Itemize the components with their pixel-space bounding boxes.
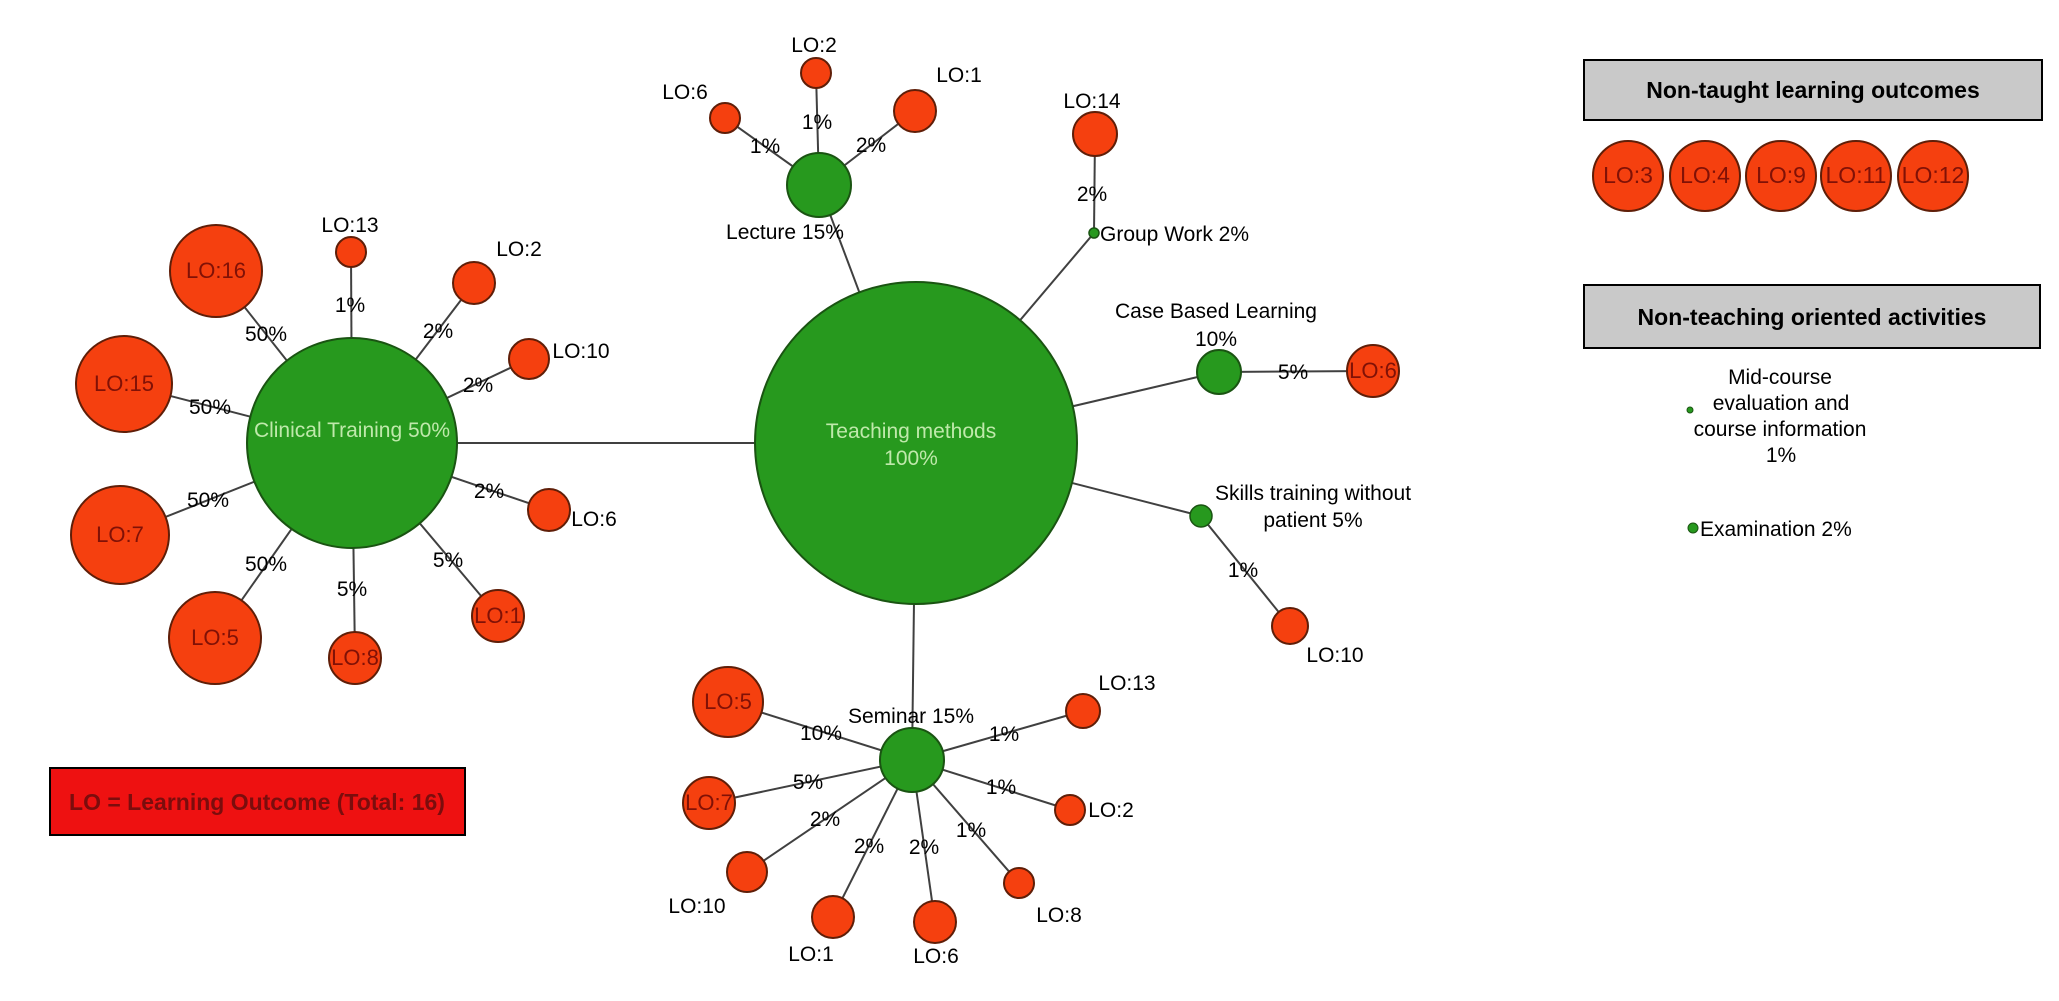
svg-text:1%: 1% (1766, 444, 1796, 467)
svg-text:patient 5%: patient 5% (1263, 509, 1362, 532)
svg-text:2%: 2% (856, 134, 886, 157)
svg-text:LO:7: LO:7 (685, 790, 733, 815)
svg-text:2%: 2% (463, 374, 493, 397)
svg-text:2%: 2% (810, 808, 840, 831)
svg-text:LO:8: LO:8 (1036, 904, 1082, 927)
svg-text:LO:1: LO:1 (474, 603, 522, 628)
svg-text:Skills training without: Skills training without (1215, 482, 1411, 505)
svg-text:LO:12: LO:12 (1902, 162, 1965, 188)
svg-text:50%: 50% (245, 553, 287, 576)
svg-text:LO:4: LO:4 (1680, 162, 1730, 188)
svg-text:1%: 1% (335, 294, 365, 317)
svg-text:LO:9: LO:9 (1756, 162, 1806, 188)
svg-text:LO:14: LO:14 (1063, 90, 1121, 113)
svg-text:2%: 2% (474, 480, 504, 503)
svg-text:2%: 2% (1077, 183, 1107, 206)
svg-text:1%: 1% (989, 723, 1019, 746)
svg-text:LO:6: LO:6 (571, 508, 617, 531)
svg-text:50%: 50% (187, 489, 229, 512)
svg-text:10%: 10% (1195, 328, 1237, 351)
svg-text:Teaching methods: Teaching methods (826, 420, 996, 443)
svg-text:LO:15: LO:15 (94, 371, 154, 396)
svg-text:LO = Learning Outcome (Total:: LO = Learning Outcome (Total: 16) (69, 789, 445, 815)
svg-text:LO:7: LO:7 (96, 522, 144, 547)
svg-text:evaluation and: evaluation and (1713, 392, 1850, 415)
svg-text:2%: 2% (423, 320, 453, 343)
svg-text:5%: 5% (1278, 361, 1308, 384)
svg-text:LO:2: LO:2 (1088, 799, 1134, 822)
svg-text:1%: 1% (986, 776, 1016, 799)
svg-text:LO:11: LO:11 (1826, 162, 1887, 188)
svg-text:Non-teaching oriented activiti: Non-teaching oriented activities (1638, 304, 1987, 330)
svg-text:Group Work 2%: Group Work 2% (1100, 223, 1249, 246)
svg-text:1%: 1% (956, 819, 986, 842)
svg-text:LO:5: LO:5 (191, 625, 239, 650)
svg-text:LO:10: LO:10 (552, 340, 609, 363)
svg-text:LO:5: LO:5 (704, 689, 752, 714)
svg-text:LO:2: LO:2 (791, 34, 837, 57)
svg-text:Case Based Learning: Case Based Learning (1115, 300, 1317, 323)
svg-text:2%: 2% (854, 835, 884, 858)
svg-text:LO:3: LO:3 (1603, 162, 1653, 188)
svg-text:LO:10: LO:10 (1306, 644, 1363, 667)
svg-text:LO:1: LO:1 (936, 64, 982, 87)
svg-text:LO:6: LO:6 (1349, 358, 1397, 383)
svg-text:5%: 5% (793, 771, 823, 794)
svg-text:LO:2: LO:2 (496, 238, 542, 261)
svg-text:LO:13: LO:13 (1098, 672, 1155, 695)
svg-text:LO:8: LO:8 (331, 645, 379, 670)
svg-text:Non-taught learning outcomes: Non-taught learning outcomes (1646, 77, 1980, 103)
svg-text:LO:1: LO:1 (788, 943, 834, 966)
svg-text:2%: 2% (909, 836, 939, 859)
svg-text:LO:13: LO:13 (321, 214, 378, 237)
svg-text:LO:16: LO:16 (186, 258, 246, 283)
svg-text:5%: 5% (337, 578, 367, 601)
svg-text:50%: 50% (189, 396, 231, 419)
svg-text:Mid-course: Mid-course (1728, 366, 1832, 389)
svg-text:course information: course information (1694, 418, 1867, 441)
svg-text:50%: 50% (245, 323, 287, 346)
svg-text:Seminar 15%: Seminar 15% (848, 705, 974, 728)
svg-text:Lecture 15%: Lecture 15% (726, 221, 844, 244)
svg-text:Clinical Training 50%: Clinical Training 50% (254, 419, 450, 442)
svg-text:1%: 1% (802, 111, 832, 134)
svg-text:Examination 2%: Examination 2% (1700, 518, 1852, 541)
svg-text:1%: 1% (1228, 559, 1258, 582)
svg-text:10%: 10% (800, 722, 842, 745)
svg-text:LO:10: LO:10 (668, 895, 725, 918)
svg-text:100%: 100% (884, 447, 938, 470)
svg-text:1%: 1% (750, 135, 780, 158)
svg-text:LO:6: LO:6 (662, 81, 708, 104)
svg-text:LO:6: LO:6 (913, 945, 959, 968)
svg-text:5%: 5% (433, 549, 463, 572)
